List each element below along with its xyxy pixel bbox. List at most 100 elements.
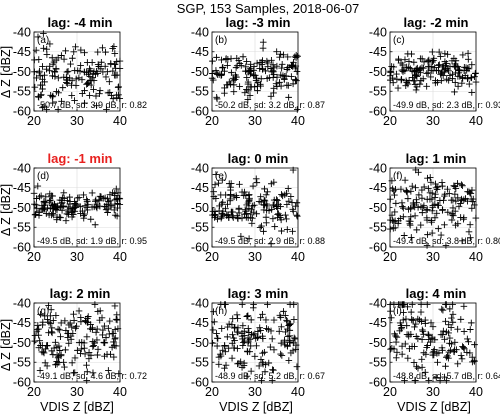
scatter-point	[276, 53, 283, 61]
scatter-point	[44, 316, 51, 323]
scatter-point	[70, 369, 77, 377]
scatter-point	[290, 334, 298, 342]
scatter-point	[451, 339, 459, 346]
scatter-point	[415, 67, 422, 75]
scatter-point	[441, 336, 448, 343]
scatter-point	[267, 343, 274, 351]
scatter-point	[64, 80, 71, 87]
scatter-point	[423, 301, 431, 308]
scatter-point	[449, 196, 457, 204]
x-tick-label: 30	[70, 114, 84, 128]
scatter-point	[250, 301, 257, 308]
scatter-point	[68, 92, 76, 99]
y-tick-label: -55	[191, 221, 209, 235]
scatter-point	[264, 63, 272, 70]
scatter-point	[233, 62, 241, 69]
scatter-point	[110, 353, 118, 361]
scatter-point	[442, 318, 449, 325]
scatter-point	[418, 209, 426, 216]
scatter-point	[438, 77, 445, 84]
scatter-point	[243, 86, 250, 93]
x-tick-label: 20	[383, 250, 397, 264]
scatter-point	[408, 315, 415, 323]
scatter-point	[465, 65, 473, 73]
scatter-point	[419, 326, 426, 334]
scatter-point	[257, 327, 264, 334]
scatter-point	[43, 45, 51, 53]
scatter-point	[441, 373, 448, 381]
scatter-point	[219, 64, 226, 72]
scatter-point	[428, 333, 436, 341]
scatter-point	[418, 355, 426, 363]
scatter-point	[437, 231, 445, 239]
panel-title: lag: -4 min	[47, 15, 112, 30]
scatter-point	[243, 201, 250, 209]
scatter-point	[264, 188, 271, 196]
scatter-point	[60, 55, 68, 63]
scatter-point	[281, 191, 289, 199]
scatter-point	[230, 88, 238, 95]
scatter-point	[456, 72, 464, 80]
scatter-point	[293, 77, 300, 84]
scatter-panel: 20 30 40 -60 -55 -50 -45 -40 lag: 0 min(e) -49.5 …	[191, 151, 325, 264]
scatter-point	[247, 83, 255, 91]
scatter-point	[388, 63, 395, 70]
scatter-point	[423, 242, 431, 249]
scatter-point	[209, 339, 216, 347]
scatter-point	[283, 317, 290, 324]
scatter-point	[393, 354, 400, 362]
scatter-point	[420, 64, 427, 72]
scatter-point	[224, 201, 231, 208]
scatter-point	[239, 335, 246, 343]
scatter-point	[400, 232, 408, 239]
scatter-point	[424, 231, 431, 238]
scatter-point	[241, 89, 249, 96]
scatter-point	[115, 83, 122, 91]
scatter-point	[110, 338, 117, 346]
stats-annotation: -48.8 dB, sd: 5.7 dB, r: 0.64	[393, 371, 500, 381]
scatter-point	[90, 68, 98, 75]
scatter-point	[83, 204, 91, 211]
scatter-point	[43, 65, 50, 73]
scatter-point	[432, 374, 440, 381]
scatter-point	[94, 308, 102, 315]
scatter-point	[107, 202, 115, 209]
scatter-point	[293, 363, 301, 371]
scatter-point	[112, 185, 120, 193]
scatter-point	[70, 48, 78, 56]
panel-title: lag: -2 min	[403, 15, 468, 30]
scatter-point	[217, 191, 225, 199]
scatter-point	[227, 55, 235, 63]
scatter-point	[55, 342, 63, 350]
scatter-point	[283, 317, 291, 325]
scatter-panel: 20 30 40 -60 -55 -50 -45 -40 lag: 4 min (i) -48.8 …	[369, 286, 500, 399]
scatter-point	[255, 362, 263, 370]
scatter-point	[90, 342, 98, 349]
scatter-point	[286, 327, 294, 334]
scatter-point	[255, 198, 263, 205]
stats-annotation: -49.5 dB, sd: 2.9 dB, r: 0.88	[215, 236, 325, 246]
scatter-point	[229, 214, 237, 221]
scatter-point	[247, 70, 254, 78]
scatter-point	[104, 205, 112, 213]
scatter-point	[281, 72, 289, 80]
scatter-point	[94, 48, 102, 56]
scatter-point	[250, 63, 258, 70]
scatter-point	[270, 316, 278, 324]
panel-label: (i)	[393, 306, 402, 317]
scatter-point	[411, 343, 418, 350]
scatter-point	[444, 65, 451, 73]
scatter-point	[99, 44, 106, 52]
scatter-point	[211, 181, 219, 189]
scatter-point	[425, 377, 433, 384]
scatter-point	[249, 214, 256, 222]
scatter-point	[403, 188, 411, 196]
scatter-point	[407, 308, 415, 316]
scatter-point	[413, 363, 420, 370]
scatter-point	[43, 106, 50, 113]
scatter-point	[454, 220, 462, 227]
scatter-point	[257, 193, 264, 201]
y-tick-label: -55	[13, 356, 31, 370]
scatter-point	[277, 339, 285, 347]
scatter-point	[46, 40, 54, 48]
